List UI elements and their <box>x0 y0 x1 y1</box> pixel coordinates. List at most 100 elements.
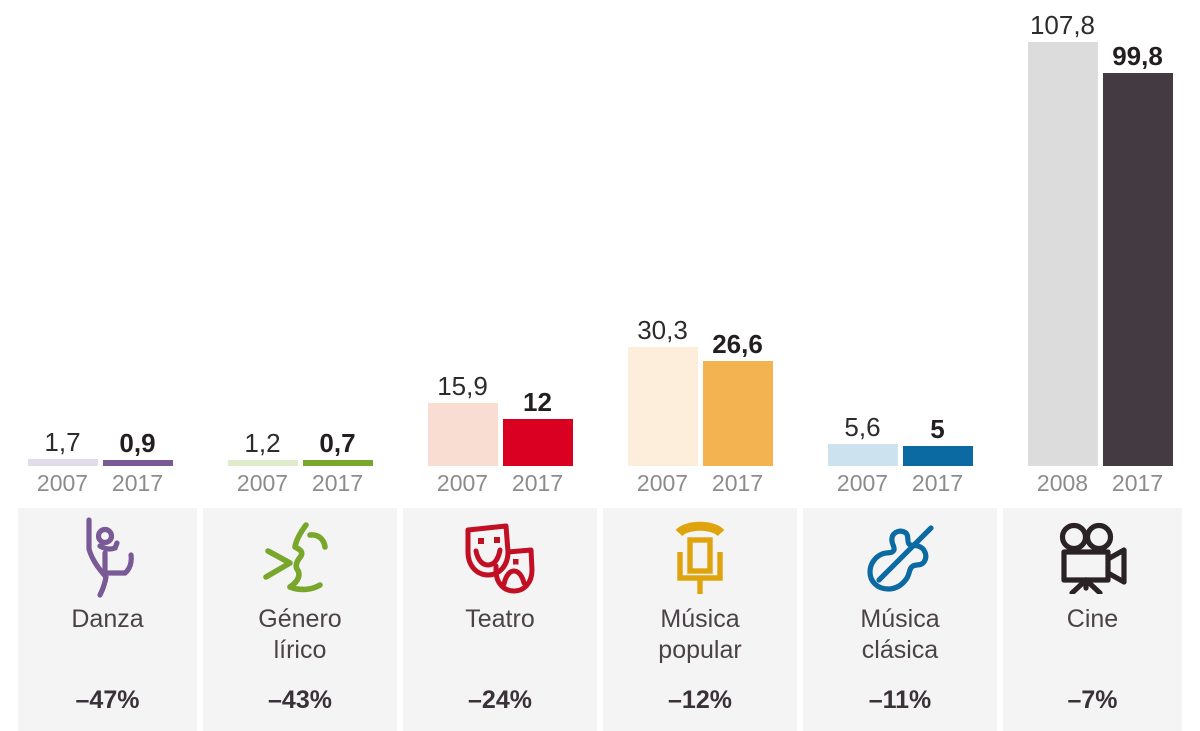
change-percent: –12% <box>668 686 732 714</box>
bar-pair: 5,6 5 <box>800 42 1000 466</box>
bar-pair: 15,9 12 <box>400 42 600 466</box>
bar-rect-new <box>702 361 773 466</box>
year-label-old: 2007 <box>236 470 289 496</box>
bar-rect-new <box>1102 73 1173 466</box>
panel-label-text: Teatro <box>465 605 535 633</box>
bar-2017: 12 <box>502 387 573 466</box>
year-axis: 2007 2017 <box>400 466 600 500</box>
bar-2017: 0,7 <box>302 428 373 466</box>
year-axis: 2007 2017 <box>200 466 400 500</box>
category-panels: Danza –47% Género lírico <box>0 508 1200 731</box>
year-axis: 2007 2017 <box>0 466 200 500</box>
year-label-old: 2007 <box>836 470 889 496</box>
bar-group-danza: 1,7 0,9 2007 2017 <box>0 0 200 508</box>
panel-danza[interactable]: Danza –47% <box>0 508 200 731</box>
year-label-old: 2007 <box>436 470 489 496</box>
bar-pair: 1,2 0,7 <box>200 42 400 466</box>
bar-rect-old <box>227 460 298 466</box>
panel-label: Cine <box>1061 604 1124 635</box>
bar-pair: 107,8 99,8 <box>1000 10 1200 466</box>
bar-value-label: 1,2 <box>244 428 281 458</box>
bar-2007: 30,3 <box>627 315 698 466</box>
bar-value-label: 107,8 <box>1029 10 1096 40</box>
change-percent: –24% <box>468 686 532 714</box>
bar-rect-old <box>827 444 898 466</box>
year-label-new: 2017 <box>1111 470 1164 496</box>
film-camera-icon <box>1003 508 1182 604</box>
bar-value-label: 30,3 <box>637 315 688 345</box>
bar-2007: 1,7 <box>27 427 98 466</box>
bar-value-label: 5 <box>930 414 945 444</box>
bar-group-teatro: 15,9 12 2007 2017 <box>400 0 600 508</box>
bar-rect-old <box>627 347 698 466</box>
panel-label: Género lírico <box>252 604 347 666</box>
microphone-icon <box>603 508 797 604</box>
bar-value-label: 15,9 <box>437 371 488 401</box>
change-percent: –43% <box>268 686 332 714</box>
panel-label: Música popular <box>652 604 747 666</box>
bar-value-label: 0,7 <box>319 428 356 458</box>
bar-group-musica-clasica: 5,6 5 2007 2017 <box>800 0 1000 508</box>
panel-label-line2: lírico <box>273 636 327 664</box>
bar-rect-new <box>102 460 173 466</box>
bar-2008: 107,8 <box>1027 10 1098 466</box>
panel-label: Danza <box>65 604 149 635</box>
bar-rect-new <box>902 446 973 466</box>
change-percent: –47% <box>75 686 140 714</box>
panel-label-line1: Género <box>258 605 342 633</box>
bar-value-label: 12 <box>523 387 552 417</box>
year-label-old: 2008 <box>1036 470 1089 496</box>
bar-chart-area: 1,7 0,9 2007 2017 1, <box>0 0 1200 508</box>
panel-genero-lirico[interactable]: Género lírico –43% <box>200 508 400 731</box>
panel-musica-clasica[interactable]: Música clásica –11% <box>800 508 1000 731</box>
panel-label-text: Cine <box>1066 605 1119 633</box>
bar-value-label: 1,7 <box>44 427 81 457</box>
year-axis: 2007 2017 <box>800 466 1000 500</box>
bar-rect-old <box>27 459 98 466</box>
bar-rect-old <box>427 403 498 466</box>
bar-value-label: 5,6 <box>844 412 881 442</box>
bar-rect-old <box>1027 42 1098 466</box>
violin-icon <box>803 508 997 604</box>
bar-2017: 99,8 <box>1102 41 1173 466</box>
panel-cine[interactable]: Cine –7% <box>1000 508 1200 731</box>
bar-rect-new <box>502 419 573 466</box>
bar-value-label: 99,8 <box>1112 41 1163 71</box>
year-label-new: 2017 <box>111 470 164 496</box>
year-label-new: 2017 <box>911 470 964 496</box>
year-axis: 2008 2017 <box>1000 466 1200 500</box>
change-percent: –11% <box>868 686 932 714</box>
panel-label-line2: clásica <box>861 636 939 664</box>
year-label-old: 2007 <box>636 470 689 496</box>
theater-masks-icon <box>403 508 597 604</box>
bar-value-label: 26,6 <box>712 329 763 359</box>
panel-label-line2: popular <box>658 636 742 664</box>
change-percent: –7% <box>1067 686 1118 714</box>
panel-label-text: Danza <box>71 605 144 633</box>
bar-pair: 1,7 0,9 <box>0 42 200 466</box>
bar-2017: 5 <box>902 414 973 466</box>
bar-2007: 15,9 <box>427 371 498 466</box>
bar-rect-new <box>302 460 373 466</box>
panel-teatro[interactable]: Teatro –24% <box>400 508 600 731</box>
bar-2007: 1,2 <box>227 428 298 466</box>
year-label-new: 2017 <box>511 470 564 496</box>
year-label-new: 2017 <box>711 470 764 496</box>
bar-group-genero-lirico: 1,2 0,7 2007 2017 <box>200 0 400 508</box>
year-label-old: 2007 <box>36 470 89 496</box>
singing-face-icon <box>203 508 397 604</box>
bar-value-label: 0,9 <box>119 428 156 458</box>
panel-label: Música clásica <box>854 604 945 666</box>
bar-group-cine: 107,8 99,8 2008 2017 <box>1000 0 1200 508</box>
bar-pair: 30,3 26,6 <box>600 42 800 466</box>
year-label-new: 2017 <box>311 470 364 496</box>
year-axis: 2007 2017 <box>600 466 800 500</box>
panel-label-line1: Música <box>660 605 740 633</box>
dancer-icon <box>18 508 197 604</box>
bar-2017: 0,9 <box>102 428 173 466</box>
panel-label-line1: Música <box>860 605 940 633</box>
panel-musica-popular[interactable]: Música popular –12% <box>600 508 800 731</box>
panel-label: Teatro <box>459 604 540 635</box>
bar-2007: 5,6 <box>827 412 898 466</box>
